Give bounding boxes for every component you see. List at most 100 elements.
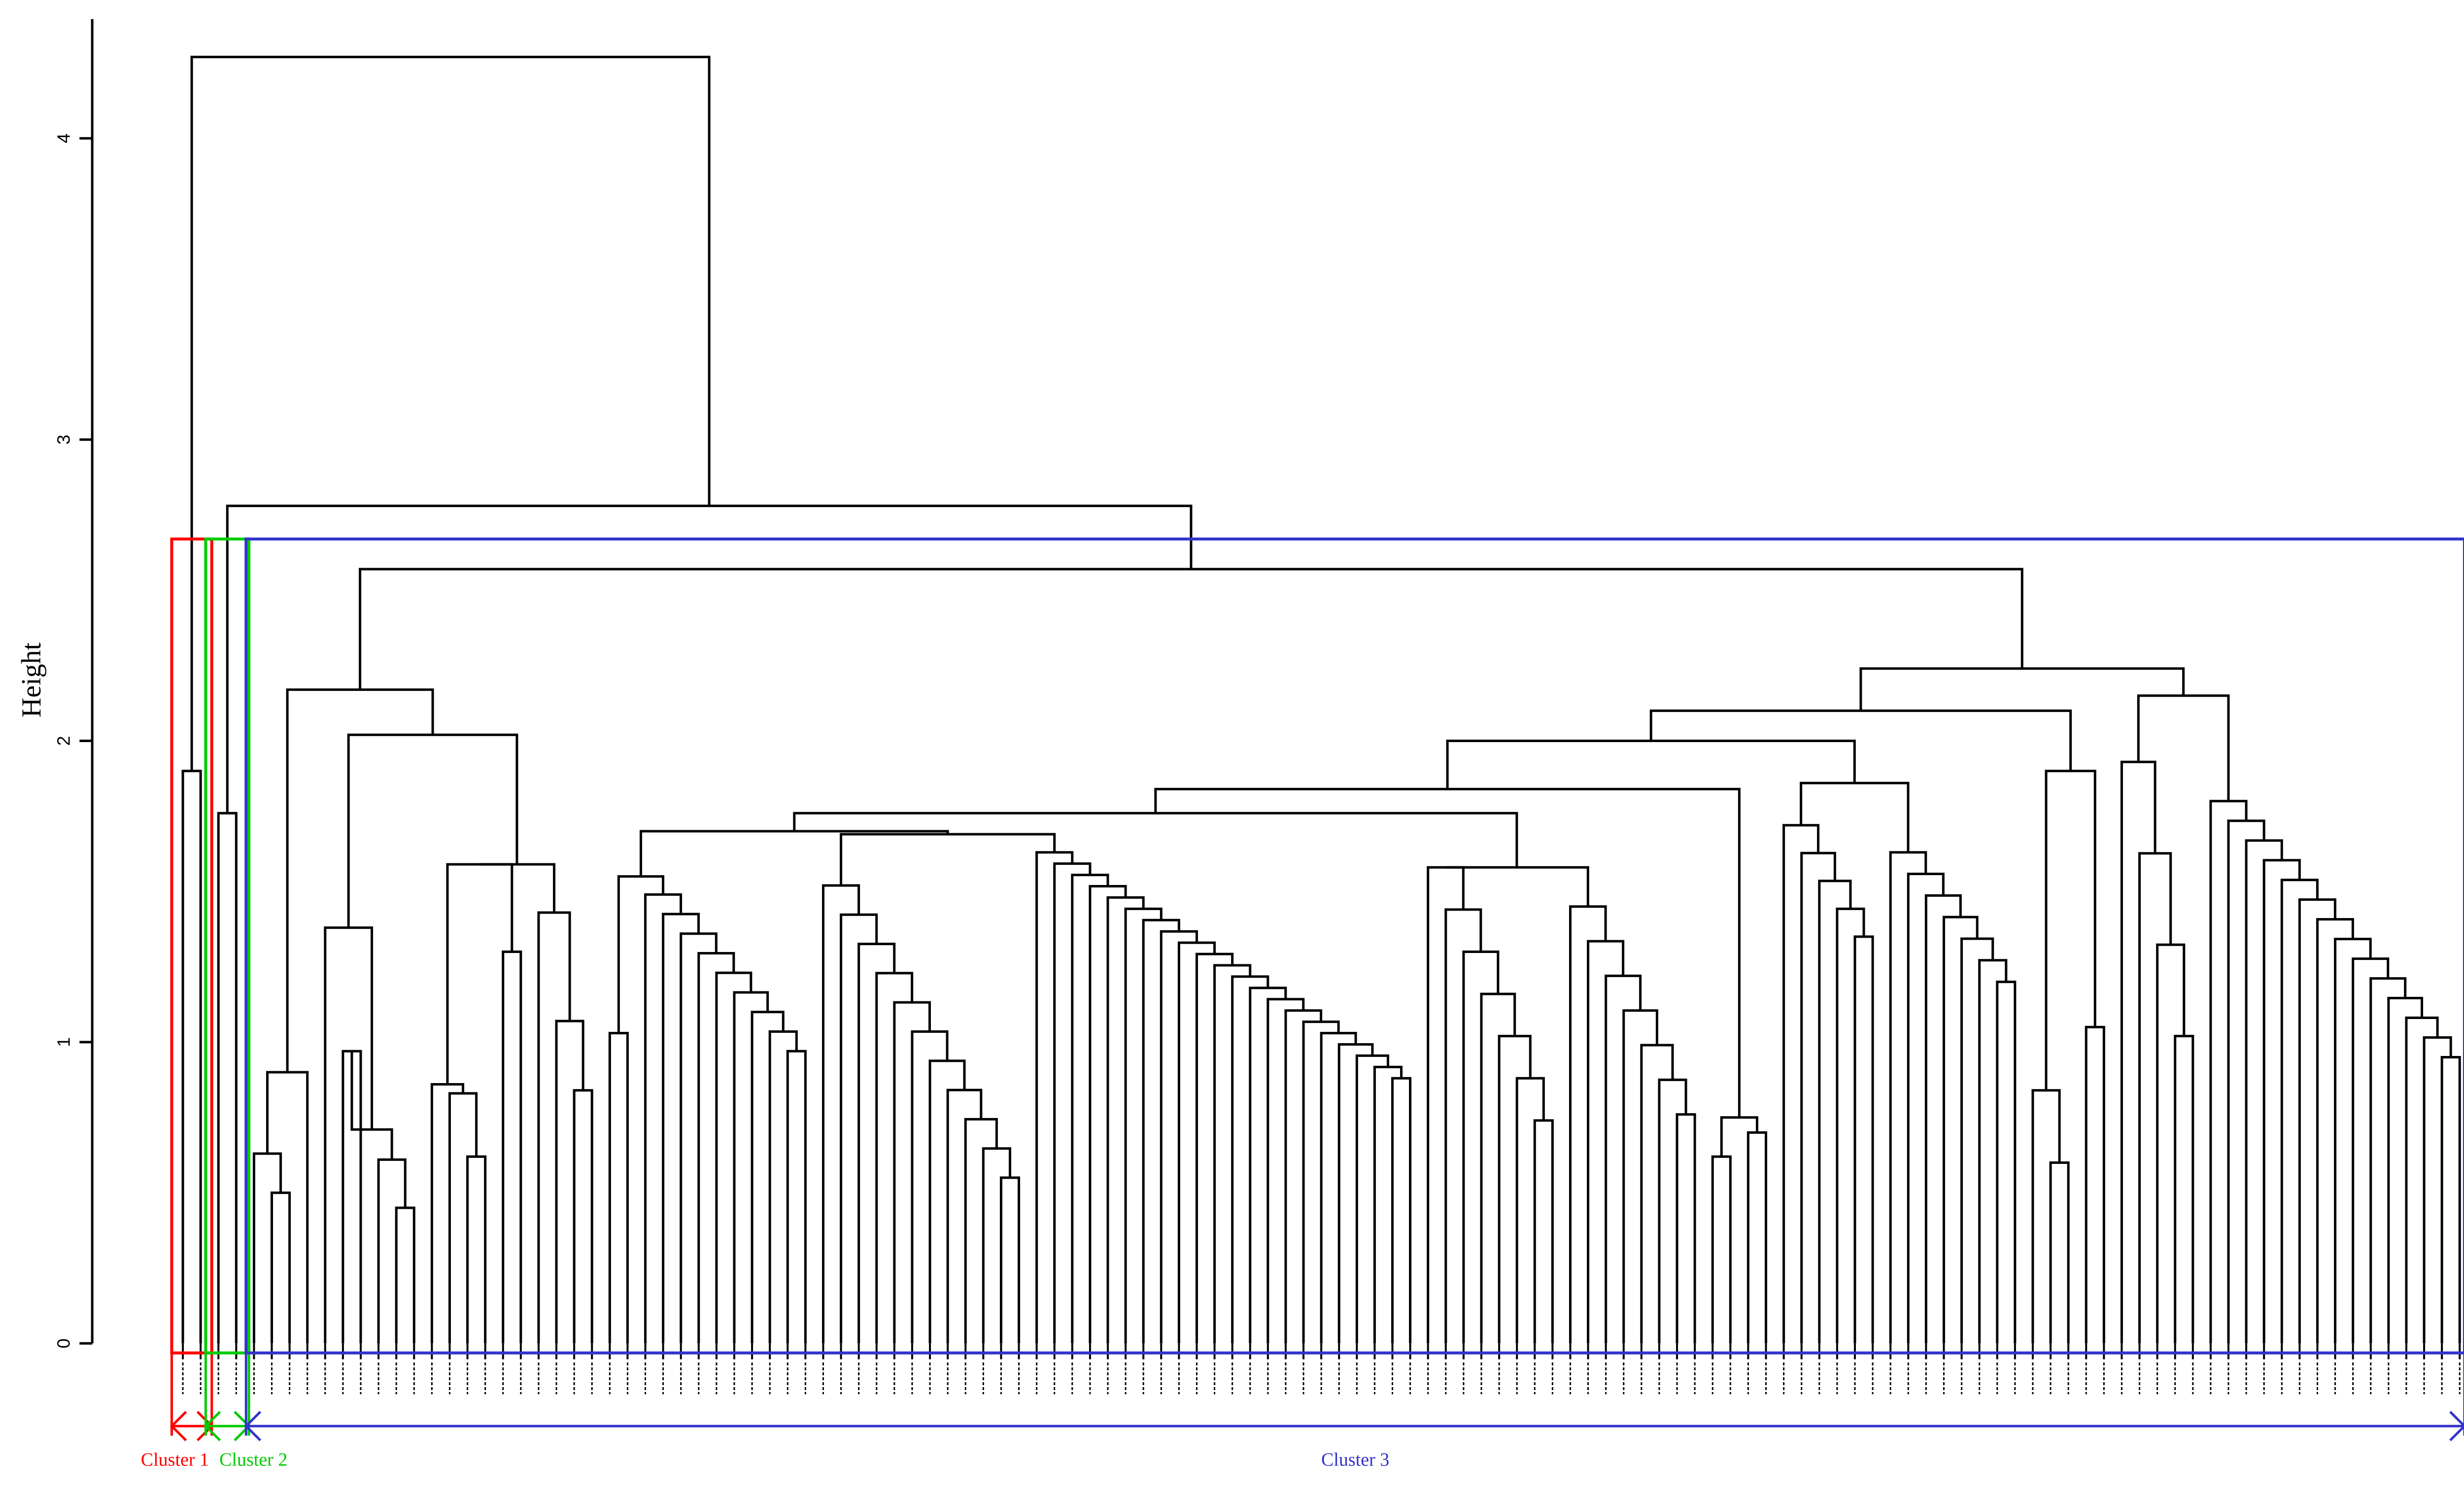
leaf-labels [182,1362,2461,1394]
merge-link [1569,905,1607,1344]
y-axis-label: Height [16,642,47,717]
merge-link [617,875,665,1033]
y-tick-label: 3 [54,435,74,444]
merge-link [359,568,2023,690]
merge-link [1462,950,1500,1344]
y-tick-label: 1 [54,1037,74,1047]
merge-link [1818,880,1852,1344]
merge-link [271,1191,291,1344]
merge-link [840,833,1056,885]
merge-link [821,884,860,1344]
merge-link [1427,866,1465,1344]
merge-link [768,1030,798,1344]
merge-link [2031,1089,2061,1344]
merge-link [1853,935,1874,1344]
merge-link [786,1050,807,1344]
merge-link [395,1206,415,1344]
merge-link [1071,874,1109,1344]
merge-link [2298,898,2336,1344]
cluster-box [170,537,213,1355]
merge-link [2137,694,2230,801]
merge-link [2245,839,2283,1344]
merge-link [181,770,202,1344]
merge-link [573,1089,593,1344]
y-tick-label: 4 [54,134,74,143]
merge-link [324,926,374,1344]
merge-link [1720,1116,1758,1157]
merge-link [1658,1078,1687,1344]
merge-link [608,1032,629,1344]
cluster-box [244,537,2464,1355]
merge-link [1154,787,1741,1118]
merge-link [1859,667,2185,711]
merge-link [1640,1044,1674,1344]
merge-link [1996,981,2017,1344]
merge-link [1924,894,1962,1344]
y-axis: 0 1 2 3 4 [54,19,94,1348]
cluster-box [204,537,251,1355]
merge-link [1711,1155,1732,1344]
merge-link [1587,940,1625,1344]
merge-link [1444,908,1482,1344]
merge-link [448,1092,478,1344]
merge-link [1160,930,1198,1344]
merge-link [1089,885,1127,1344]
merge-link [793,812,1518,868]
merge-link [1445,866,1589,907]
merge-link [1533,1119,1554,1344]
cluster-label: Cluster 1 [141,1450,209,1470]
merge-link [537,911,571,1344]
merge-link [2387,997,2424,1344]
merge-link [1605,974,1642,1344]
dendrogram-tree [181,56,2461,1360]
merge-link [2423,1036,2452,1344]
merge-link [1782,824,1820,1344]
cluster-label: Cluster 2 [219,1450,287,1470]
merge-link [999,1176,1021,1344]
merge-link [2049,1161,2070,1344]
merge-link [377,1158,407,1344]
merge-link [2085,1025,2105,1344]
merge-link [226,505,1193,814]
arrowhead-right [2449,1411,2464,1441]
merge-link [2174,1035,2194,1344]
merge-link [1836,907,1865,1344]
merge-link [1515,1077,1545,1344]
merge-link [466,1155,487,1344]
merge-link [1676,1113,1696,1344]
merge-link [1746,1131,1768,1344]
arrowhead-left [204,1411,221,1441]
merge-link [2156,943,2186,1344]
merge-link [1373,1065,1403,1344]
merge-link [2405,1017,2439,1344]
cluster-label: Cluster 3 [1321,1450,1389,1470]
merge-link [217,812,238,1344]
merge-link [1498,1035,1532,1344]
arrowhead-left [170,1411,187,1441]
merge-link [286,688,434,1073]
merge-link [1960,937,1994,1344]
merge-link [1978,959,2008,1344]
y-tick-label: 2 [54,736,74,746]
merge-link [1213,964,1252,1344]
cluster-boxes: Cluster 1 Cluster 2 Cluster 3 [141,537,2464,1470]
merge-link [2334,938,2372,1344]
merge-link [1355,1054,1389,1344]
merge-link [479,863,556,913]
merge-link [857,943,896,1344]
merge-link [1391,1077,1412,1344]
merge-link [347,733,518,928]
arrowhead-left [244,1411,262,1441]
merge-link [751,1011,785,1344]
merge-link [1302,1020,1340,1344]
merge-link [252,1152,282,1344]
merge-link [555,1020,584,1344]
merge-link [875,972,914,1344]
merge-link [1320,1032,1357,1344]
merge-link [911,1030,949,1344]
merge-link [2045,770,2096,1090]
merge-link [1142,918,1180,1344]
merge-link [502,950,522,1344]
merge-link [1446,740,1856,789]
